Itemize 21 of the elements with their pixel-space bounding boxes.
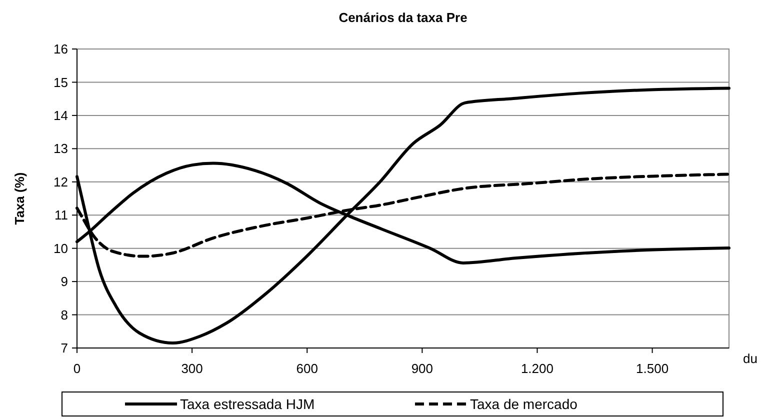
y-tick-label: 12	[54, 174, 68, 190]
y-tick-label: 16	[54, 42, 68, 57]
y-tick-label: 13	[54, 141, 68, 156]
x-tick-label: 1.200	[520, 361, 554, 376]
y-tick-label: 15	[54, 74, 68, 90]
y-axis-title: Taxa (%)	[12, 172, 27, 225]
x-tick-label: 900	[411, 361, 434, 376]
y-tick-label: 11	[54, 208, 68, 223]
y-tick-label: 10	[54, 240, 68, 256]
x-tick-label: 1.500	[636, 361, 669, 376]
legend-label: Taxa estressada HJM	[180, 396, 315, 412]
x-tick-label: 0	[73, 361, 81, 376]
y-tick-label: 8	[60, 307, 68, 322]
chart-title: Cenários da taxa Pre	[338, 10, 468, 25]
x-tick-label: 300	[181, 361, 203, 376]
y-tick-label: 7	[60, 340, 68, 356]
x-tick-label: 600	[296, 361, 318, 376]
y-tick-label: 14	[54, 108, 68, 123]
y-tick-label: 9	[60, 274, 68, 290]
x-axis-title: du	[743, 351, 758, 366]
legend-label: Taxa de mercado	[470, 396, 578, 412]
